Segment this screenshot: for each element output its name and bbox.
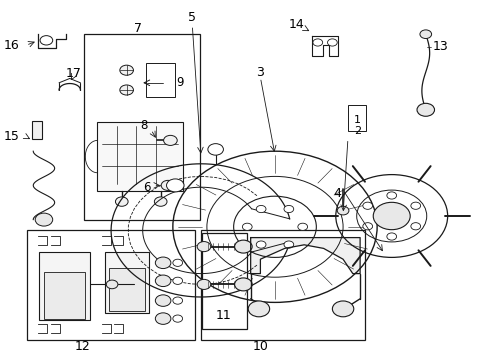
Circle shape <box>40 36 53 45</box>
Text: 17: 17 <box>65 67 81 80</box>
Text: 2: 2 <box>353 126 360 136</box>
Bar <box>27 230 194 340</box>
Bar <box>44 272 85 319</box>
Circle shape <box>163 135 177 145</box>
Polygon shape <box>250 238 359 274</box>
Circle shape <box>297 223 307 230</box>
Text: 4: 4 <box>333 187 341 200</box>
Text: 16: 16 <box>4 39 20 52</box>
Circle shape <box>284 206 293 213</box>
Circle shape <box>312 39 322 46</box>
Circle shape <box>362 202 372 210</box>
Circle shape <box>416 103 434 116</box>
Circle shape <box>35 213 53 226</box>
Circle shape <box>154 197 167 206</box>
Bar <box>146 63 175 97</box>
Circle shape <box>410 222 420 230</box>
Circle shape <box>172 297 182 304</box>
Circle shape <box>155 313 170 324</box>
Circle shape <box>362 222 372 230</box>
Circle shape <box>172 259 182 266</box>
Circle shape <box>248 301 269 317</box>
Circle shape <box>386 192 396 199</box>
Bar <box>202 233 247 329</box>
Bar <box>32 121 42 139</box>
Text: 11: 11 <box>216 309 231 322</box>
Circle shape <box>337 206 348 215</box>
Text: 5: 5 <box>188 11 196 24</box>
Circle shape <box>155 295 170 306</box>
Bar <box>108 268 144 311</box>
Text: 14: 14 <box>288 18 304 31</box>
Bar <box>347 105 366 131</box>
Circle shape <box>115 197 128 206</box>
Circle shape <box>106 280 118 289</box>
Text: 3: 3 <box>256 66 264 78</box>
Circle shape <box>172 277 182 284</box>
Bar <box>39 252 90 320</box>
Circle shape <box>197 279 210 289</box>
Circle shape <box>256 206 265 213</box>
Text: 13: 13 <box>432 40 448 53</box>
Circle shape <box>386 233 396 240</box>
Circle shape <box>120 85 133 95</box>
Circle shape <box>234 278 252 291</box>
Text: 8: 8 <box>140 119 147 132</box>
Circle shape <box>120 65 133 75</box>
Circle shape <box>197 242 210 252</box>
Circle shape <box>256 241 265 248</box>
Text: 10: 10 <box>252 340 268 353</box>
Circle shape <box>155 257 170 269</box>
Text: 1: 1 <box>353 115 360 125</box>
Circle shape <box>327 39 337 46</box>
Circle shape <box>155 275 170 287</box>
Circle shape <box>166 179 183 192</box>
Bar <box>104 252 148 313</box>
Text: 6: 6 <box>143 181 151 194</box>
Circle shape <box>419 30 431 39</box>
Circle shape <box>410 202 420 210</box>
Text: 12: 12 <box>75 340 91 353</box>
Circle shape <box>284 241 293 248</box>
Text: 15: 15 <box>4 130 20 143</box>
Circle shape <box>207 144 223 155</box>
Text: 7: 7 <box>134 22 142 35</box>
Circle shape <box>372 202 409 230</box>
Bar <box>97 122 182 191</box>
Circle shape <box>161 180 174 190</box>
Circle shape <box>242 223 252 230</box>
Circle shape <box>332 301 353 317</box>
Circle shape <box>234 240 252 253</box>
Bar <box>84 34 199 220</box>
Circle shape <box>172 315 182 322</box>
Bar <box>201 230 364 340</box>
Text: 9: 9 <box>176 76 184 89</box>
